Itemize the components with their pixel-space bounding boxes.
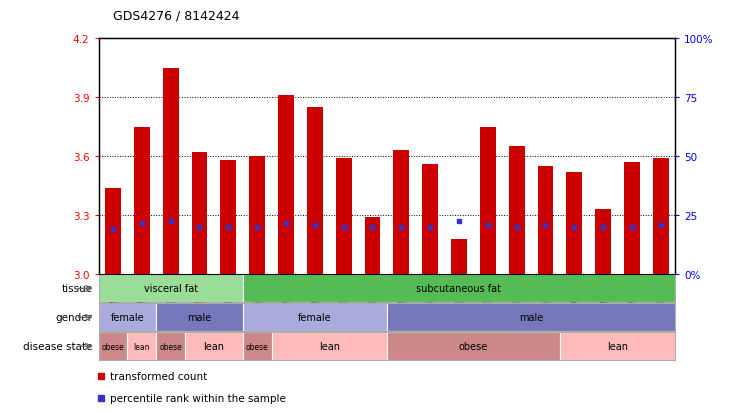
Bar (99, 275, 242, 303)
Bar (595, 210, 611, 275)
Text: male: male (188, 313, 212, 323)
Bar (185, 332, 242, 361)
Text: male: male (519, 313, 543, 323)
Text: lean: lean (134, 342, 150, 351)
Text: obese: obese (101, 342, 124, 351)
Bar (105, 188, 121, 275)
Bar (278, 96, 294, 275)
Bar (191, 153, 207, 275)
Text: lean: lean (319, 342, 339, 351)
Bar (509, 147, 525, 275)
Bar (387, 304, 675, 332)
Bar (134, 128, 150, 275)
Bar (249, 157, 265, 275)
Bar (307, 108, 323, 275)
Bar (480, 128, 496, 275)
Bar (393, 151, 410, 275)
Text: visceral fat: visceral fat (144, 284, 198, 294)
Bar (242, 332, 272, 361)
Text: gender: gender (55, 313, 93, 323)
Bar (272, 332, 387, 361)
Bar (99, 332, 128, 361)
Bar (242, 304, 387, 332)
Bar (566, 173, 583, 275)
Text: female: female (110, 313, 145, 323)
Bar (128, 332, 156, 361)
Bar (156, 332, 185, 361)
Text: GDS4276 / 8142424: GDS4276 / 8142424 (113, 10, 239, 23)
Text: subcutaneous fat: subcutaneous fat (417, 284, 502, 294)
Bar (156, 304, 242, 332)
Text: transformed count: transformed count (110, 371, 207, 381)
Bar (422, 165, 438, 275)
Bar (387, 332, 560, 361)
Text: lean: lean (607, 342, 628, 351)
Bar (242, 275, 675, 303)
Bar (653, 159, 669, 275)
Text: obese: obese (458, 342, 488, 351)
Bar (560, 332, 675, 361)
Text: obese: obese (159, 342, 182, 351)
Text: lean: lean (204, 342, 224, 351)
Text: female: female (298, 313, 331, 323)
Bar (537, 167, 553, 275)
Bar (163, 69, 179, 275)
Text: tissue: tissue (61, 284, 93, 294)
Text: disease state: disease state (23, 342, 93, 351)
Bar (451, 240, 467, 275)
Text: obese: obese (246, 342, 269, 351)
Bar (624, 163, 640, 275)
Bar (220, 161, 237, 275)
Bar (336, 159, 352, 275)
Bar (364, 218, 380, 275)
Text: percentile rank within the sample: percentile rank within the sample (110, 393, 286, 403)
Bar (99, 304, 156, 332)
